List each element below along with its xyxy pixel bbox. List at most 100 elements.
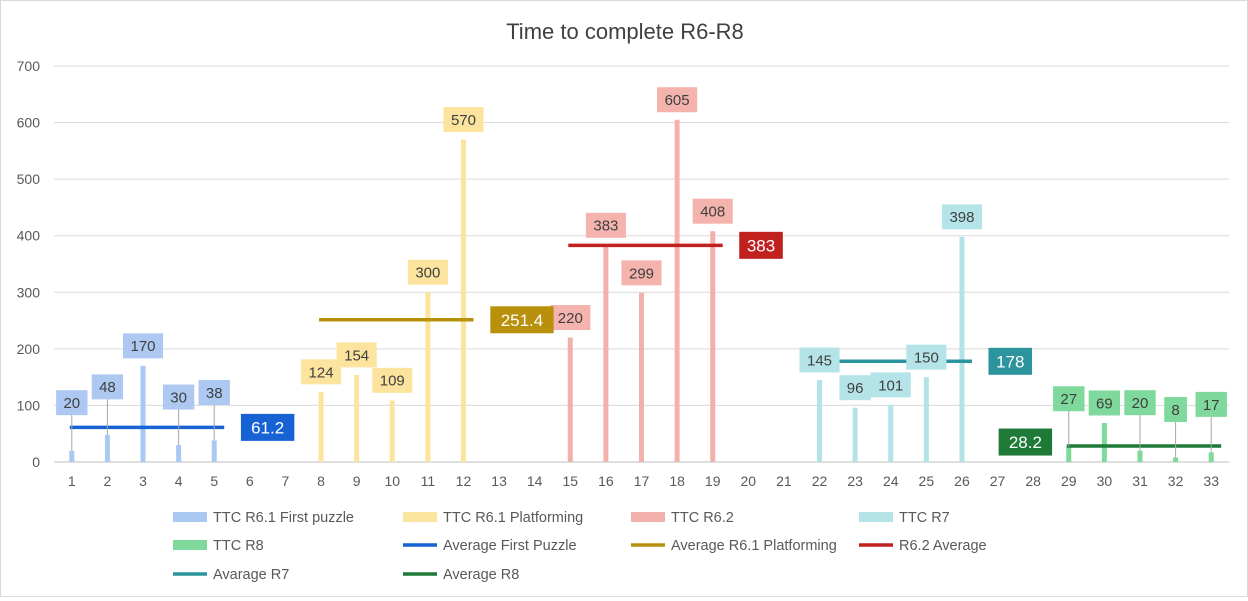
bar — [1066, 446, 1072, 462]
y-tick-label: 0 — [32, 454, 40, 470]
bar-data-label: 150 — [914, 350, 939, 367]
average-data-label: 28.2 — [1009, 433, 1042, 452]
bar-data-label: 124 — [309, 364, 334, 381]
bar — [959, 236, 965, 462]
legend-swatch — [403, 512, 437, 522]
bar-data-label-box — [1164, 396, 1187, 422]
bar-data-label: 109 — [380, 373, 405, 390]
average-data-label-box — [988, 347, 1033, 375]
bar — [674, 119, 680, 462]
bar — [1173, 457, 1179, 462]
average-data-label: 61.2 — [251, 418, 284, 437]
legend-swatch — [631, 512, 665, 522]
x-tick-label: 23 — [847, 473, 863, 489]
x-tick-label: 32 — [1168, 473, 1184, 489]
x-tick-label: 8 — [317, 473, 325, 489]
bar-data-label-box — [941, 204, 983, 230]
bar-data-label: 300 — [415, 265, 440, 282]
bar-data-label-box — [300, 359, 342, 385]
bar-data-label-box — [870, 372, 911, 398]
average-data-label-box — [739, 231, 783, 259]
x-tick-label: 26 — [954, 473, 970, 489]
average-data-label-box — [490, 306, 554, 334]
bar-data-label: 101 — [878, 377, 903, 394]
bar-data-label-box — [1053, 386, 1085, 412]
y-tick-label: 400 — [17, 228, 41, 244]
x-tick-label: 9 — [353, 473, 361, 489]
bar-data-label: 30 — [170, 389, 187, 406]
bar-data-label: 20 — [1132, 395, 1149, 412]
x-tick-label: 2 — [104, 473, 112, 489]
bar — [140, 365, 146, 462]
x-tick-label: 6 — [246, 473, 254, 489]
legend-label: TTC R8 — [213, 538, 264, 554]
x-tick-label: 28 — [1025, 473, 1041, 489]
x-tick-label: 19 — [705, 473, 721, 489]
x-tick-label: 11 — [421, 473, 436, 489]
bar — [176, 445, 182, 462]
legend-label: TTC R6.1 Platforming — [443, 510, 583, 526]
average-data-label-box — [240, 413, 295, 441]
legend-swatch — [859, 512, 893, 522]
bar-data-label: 220 — [558, 310, 583, 327]
bar-data-label-box — [692, 198, 733, 224]
bar — [567, 337, 573, 462]
bar-data-label: 383 — [593, 218, 618, 235]
x-tick-label: 17 — [634, 473, 650, 489]
legend-label: Average R8 — [443, 567, 519, 583]
x-tick-label: 21 — [776, 473, 792, 489]
bar-data-label-box — [122, 333, 164, 359]
x-tick-label: 5 — [210, 473, 218, 489]
legend: TTC R6.1 First puzzle TTC R6.1 Platformin… — [173, 510, 987, 583]
bar-data-label: 408 — [700, 204, 725, 221]
legend-label: R6.2 Average — [899, 538, 987, 554]
bar-data-label-box — [407, 259, 448, 285]
bar-data-label: 48 — [99, 379, 116, 396]
x-tick-label: 27 — [990, 473, 1006, 489]
bar-data-label-box — [839, 375, 871, 401]
bar-data-label: 605 — [665, 92, 690, 109]
x-tick-label: 3 — [139, 473, 147, 489]
legend-swatch — [173, 512, 207, 522]
x-tick-label: 4 — [175, 473, 183, 489]
bar-data-label: 398 — [949, 209, 974, 226]
x-tick-label: 30 — [1097, 473, 1113, 489]
x-tick-label: 20 — [741, 473, 757, 489]
bar-data-label: 38 — [206, 385, 223, 402]
bar-data-label: 69 — [1096, 395, 1113, 412]
x-tick-label: 7 — [282, 473, 290, 489]
bar-data-label: 299 — [629, 265, 654, 282]
x-tick-label: 10 — [384, 473, 400, 489]
bar-data-label-box — [336, 342, 377, 368]
x-tick-label: 29 — [1061, 473, 1077, 489]
average-data-label-box — [998, 428, 1053, 456]
bars — [69, 119, 1214, 463]
bar-data-label-box — [550, 305, 591, 331]
x-tick-label: 14 — [527, 473, 543, 489]
bar — [211, 440, 217, 462]
bar-data-label: 145 — [807, 352, 832, 369]
bar-data-label-box — [1195, 391, 1227, 417]
bar-data-label-box — [91, 374, 124, 400]
bar-data-label-box — [621, 260, 662, 286]
x-tick-label: 15 — [562, 473, 578, 489]
bar-data-label-box — [56, 390, 88, 416]
bar-data-label: 27 — [1060, 391, 1077, 408]
bar-data-label-box — [585, 212, 626, 238]
bar-data-label-box — [198, 380, 230, 406]
bar — [1101, 422, 1107, 462]
bar-data-label: 17 — [1203, 397, 1220, 414]
legend-label: Average First Puzzle — [443, 538, 577, 554]
data-labels: 20 48 170 30 38 124 154 109 300 570 220 383 299 605 40… — [56, 87, 1227, 458]
bar — [318, 391, 324, 462]
bar-data-label-box — [799, 347, 840, 373]
x-tick-label: 24 — [883, 473, 899, 489]
y-tick-label: 700 — [17, 58, 41, 74]
bar-data-label-box — [443, 107, 484, 133]
y-tick-label: 200 — [17, 341, 41, 357]
bar-data-label-box — [657, 87, 698, 113]
bar-data-label-box — [1088, 390, 1121, 416]
bar — [710, 231, 716, 462]
